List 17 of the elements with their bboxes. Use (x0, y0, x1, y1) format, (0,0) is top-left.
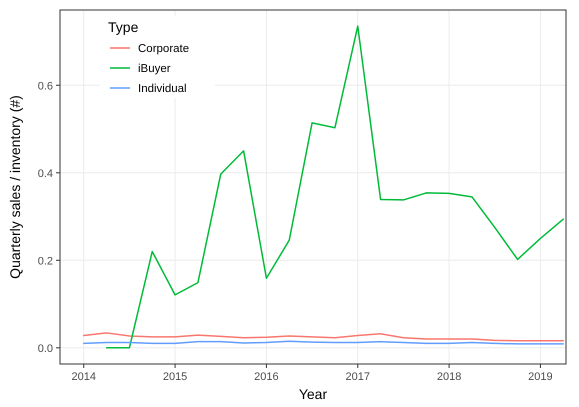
x-tick-label: 2016 (254, 371, 279, 383)
y-tick-label: 0.0 (38, 342, 53, 355)
y-tick-label: 0.2 (38, 255, 53, 268)
legend-label: iBuyer (138, 63, 171, 75)
legend-label: Individual (138, 83, 187, 95)
y-tick-label: 0.6 (38, 80, 53, 92)
y-axis-title: Quarterly sales / inventory (#) (7, 95, 23, 279)
legend-title: Type (108, 19, 139, 35)
x-tick-label: 2014 (72, 371, 96, 383)
x-axis-title: Year (298, 386, 328, 402)
legend-label: Corporate (138, 43, 190, 55)
x-tick-label: 2019 (528, 371, 553, 383)
x-tick-label: 2018 (436, 371, 462, 383)
x-tick-label: 2017 (346, 371, 370, 383)
line-series (82, 332, 564, 342)
y-tick-label: 0.4 (38, 168, 53, 180)
x-tick-label: 2015 (162, 371, 188, 383)
